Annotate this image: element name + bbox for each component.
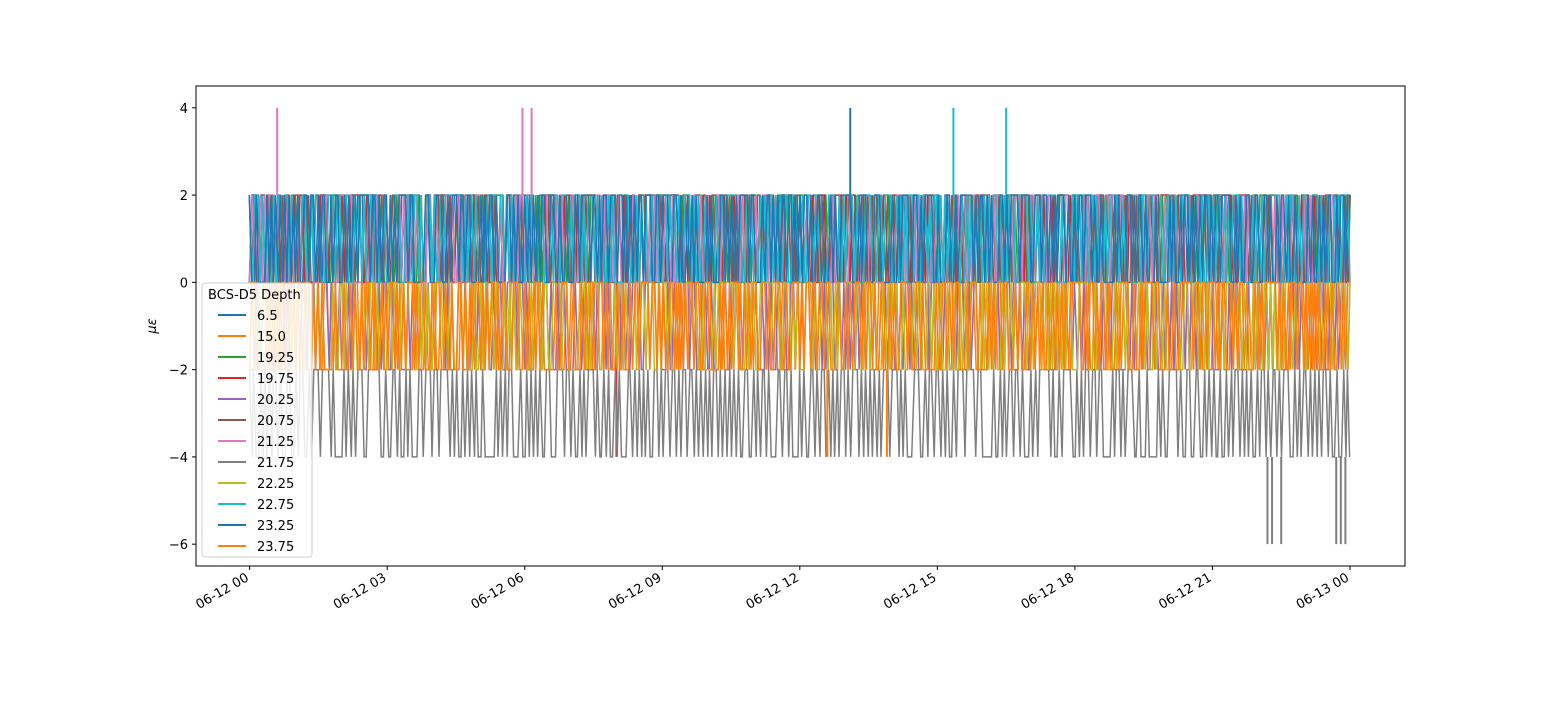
series-21.75 bbox=[248, 368, 1351, 545]
y-tick-label: −2 bbox=[169, 364, 188, 379]
series-line-21.75 bbox=[248, 368, 1351, 458]
x-tick-label: 06-12 21 bbox=[1156, 570, 1214, 612]
legend-label-15.0: 15.0 bbox=[257, 330, 286, 345]
x-tick-label: 06-12 03 bbox=[331, 570, 389, 612]
legend-label-20.25: 20.25 bbox=[257, 393, 294, 408]
y-tick-label: 2 bbox=[180, 189, 188, 204]
x-tick-label: 06-12 18 bbox=[1019, 570, 1077, 612]
legend-label-19.75: 19.75 bbox=[257, 372, 294, 387]
x-axis: 06-12 00 06-12 03 06-12 06 06-12 09 06-12 12… bbox=[194, 566, 1352, 613]
y-tick-label: −6 bbox=[169, 538, 188, 553]
plot-frame bbox=[195, 85, 1406, 567]
legend-label-21.25: 21.25 bbox=[257, 435, 294, 450]
y-tick-label: 0 bbox=[180, 276, 188, 291]
legend-label-23.75: 23.75 bbox=[257, 540, 294, 555]
series-line-23.75 bbox=[249, 281, 1350, 371]
legend-label-22.25: 22.25 bbox=[257, 477, 294, 492]
legend-label-19.25: 19.25 bbox=[257, 351, 294, 366]
series-line-22.75 bbox=[248, 194, 1351, 284]
series-layer bbox=[248, 107, 1351, 545]
legend-title: BCS-D5 Depth bbox=[208, 288, 301, 303]
x-tick-label: 06-12 09 bbox=[606, 570, 664, 612]
legend-frame bbox=[201, 282, 313, 558]
legend: BCS-D5 Depth 6.5 15.0 19.25 19.75 20.25 20.75 2… bbox=[201, 282, 313, 558]
legend-label-21.75: 21.75 bbox=[257, 456, 294, 471]
x-tick-label: 06-12 12 bbox=[744, 570, 802, 612]
legend-label-20.75: 20.75 bbox=[257, 414, 294, 429]
legend-label-6.5: 6.5 bbox=[257, 309, 278, 324]
y-tick-label: 4 bbox=[180, 102, 188, 117]
y-axis-label: με bbox=[145, 318, 160, 334]
series-22.75 bbox=[248, 107, 1351, 284]
x-tick-label: 06-12 06 bbox=[469, 570, 527, 612]
x-tick-label: 06-12 15 bbox=[881, 570, 939, 612]
y-axis: 4 2 0 −2 −4 −6 bbox=[169, 102, 196, 553]
x-tick-label: 06-12 00 bbox=[194, 570, 252, 612]
series-23.75 bbox=[249, 281, 1350, 457]
legend-label-23.25: 23.25 bbox=[257, 519, 294, 534]
legend-label-22.75: 22.75 bbox=[257, 498, 294, 513]
y-tick-label: −4 bbox=[169, 451, 188, 466]
x-tick-label: 06-13 00 bbox=[1294, 570, 1352, 612]
